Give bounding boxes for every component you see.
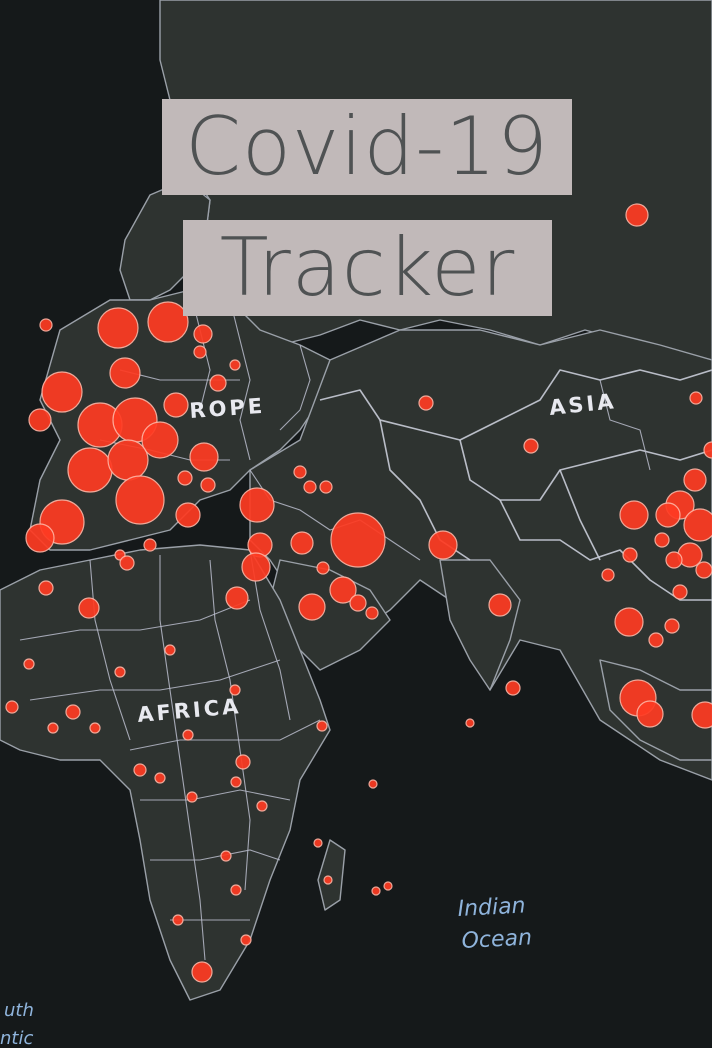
- case-dot: [383, 881, 393, 891]
- case-dot: [303, 480, 317, 494]
- case-dot: [5, 700, 19, 714]
- case-dot: [143, 538, 157, 552]
- case-dot: [349, 594, 367, 612]
- case-dot: [683, 508, 712, 542]
- ocean-label-atlantic-2: ntic: [0, 1028, 33, 1048]
- case-dots: [5, 203, 712, 983]
- case-dot: [229, 359, 241, 371]
- case-dot: [229, 684, 241, 696]
- ocean-label-atlantic-1: uth: [4, 1000, 34, 1021]
- case-dot: [164, 644, 176, 656]
- case-dot: [672, 584, 688, 600]
- case-dot: [293, 465, 307, 479]
- case-dot: [220, 850, 232, 862]
- case-dot: [313, 838, 323, 848]
- case-dot: [109, 357, 141, 389]
- case-dot: [191, 961, 213, 983]
- ocean-label-indian-1: Indian: [457, 893, 526, 922]
- case-dot: [39, 318, 53, 332]
- case-dot: [371, 886, 381, 896]
- case-dot: [89, 722, 101, 734]
- case-dot: [78, 597, 100, 619]
- case-dot: [316, 561, 330, 575]
- case-dot: [182, 729, 194, 741]
- case-dot: [200, 477, 216, 493]
- case-dot: [47, 722, 59, 734]
- case-dot: [368, 779, 378, 789]
- case-dot: [664, 618, 680, 634]
- case-dot: [689, 391, 703, 405]
- case-dot: [186, 791, 198, 803]
- madagascar: [317, 839, 346, 911]
- case-dot: [523, 438, 539, 454]
- case-dot: [230, 884, 242, 896]
- case-dot: [154, 772, 166, 784]
- case-dot: [654, 532, 670, 548]
- case-dot: [147, 301, 189, 343]
- case-dot: [28, 408, 52, 432]
- case-dot: [365, 606, 379, 620]
- case-dot: [695, 561, 712, 579]
- case-dot: [133, 763, 147, 777]
- case-dot: [38, 580, 54, 596]
- case-dot: [65, 704, 81, 720]
- case-dot: [241, 552, 271, 582]
- case-dot: [209, 374, 227, 392]
- title-line-1: Covid-19: [162, 99, 572, 195]
- case-dot: [323, 875, 333, 885]
- case-dot: [625, 203, 649, 227]
- india-landmass: [439, 559, 521, 691]
- case-dot: [622, 547, 638, 563]
- case-dot: [319, 480, 333, 494]
- case-dot: [614, 607, 644, 637]
- region-label-europe: ROPE: [189, 394, 266, 423]
- case-dot: [601, 568, 615, 582]
- case-dot: [175, 502, 201, 528]
- case-dot: [107, 439, 149, 481]
- case-dot: [703, 441, 712, 459]
- case-dot: [163, 392, 189, 418]
- case-dot: [290, 531, 314, 555]
- case-dot: [141, 421, 179, 459]
- case-dot: [67, 447, 113, 493]
- case-dot: [329, 576, 357, 604]
- case-dot: [619, 500, 649, 530]
- case-dot: [428, 530, 458, 560]
- case-dot: [25, 523, 55, 553]
- case-dot: [505, 680, 521, 696]
- case-dot: [488, 593, 512, 617]
- case-dot: [115, 475, 165, 525]
- case-dot: [465, 718, 475, 728]
- case-dot: [418, 395, 434, 411]
- case-dot: [177, 470, 193, 486]
- case-dot: [683, 468, 707, 492]
- case-dot: [119, 555, 135, 571]
- case-dot: [97, 307, 139, 349]
- case-dot: [189, 442, 219, 472]
- africa-landmass: [0, 544, 331, 1001]
- ocean-label-indian-2: Ocean: [461, 925, 533, 954]
- case-dot: [256, 800, 268, 812]
- case-dot: [193, 345, 207, 359]
- case-dot: [239, 487, 275, 523]
- case-dot: [665, 551, 683, 569]
- case-dot: [636, 700, 664, 728]
- case-dot: [330, 512, 386, 568]
- case-dot: [648, 632, 664, 648]
- case-dot: [691, 701, 712, 729]
- case-dot: [298, 593, 326, 621]
- case-dot: [172, 914, 184, 926]
- case-dot: [655, 502, 681, 528]
- case-dot: [235, 754, 251, 770]
- case-dot: [114, 666, 126, 678]
- case-dot: [23, 658, 35, 670]
- case-dot: [240, 934, 252, 946]
- case-dot: [193, 324, 213, 344]
- case-dot: [41, 371, 83, 413]
- case-dot: [225, 586, 249, 610]
- title-line-2: Tracker: [183, 220, 552, 316]
- case-dot: [316, 720, 328, 732]
- case-dot: [230, 776, 242, 788]
